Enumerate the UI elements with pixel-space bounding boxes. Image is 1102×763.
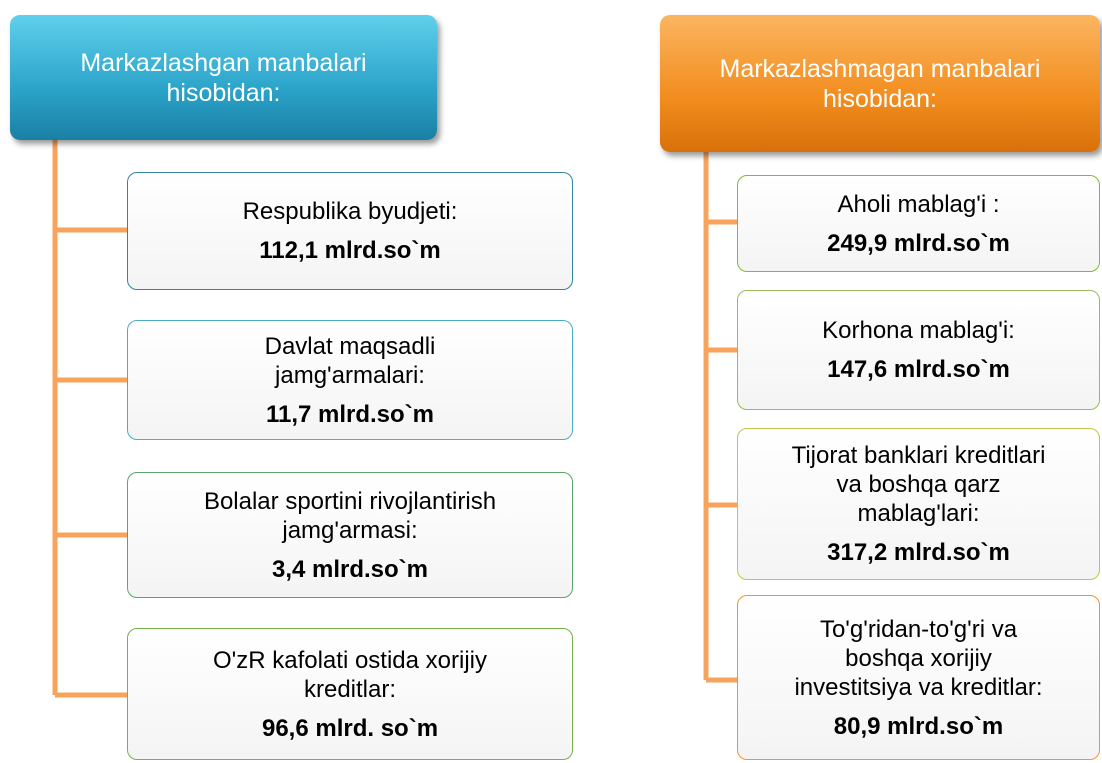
box-label: jamg'armalari:	[275, 361, 425, 389]
box-label: mablag'lari:	[857, 500, 980, 527]
source-box: O'zR kafolati ostida xorijiy kreditlar: 96…	[127, 628, 573, 760]
box-label: kreditlar:	[303, 675, 397, 703]
source-box: Aholi mablag'i : 249,9 mlrd.so`m	[737, 175, 1100, 272]
box-label: To'g'ridan-to'g'ri va	[819, 615, 1018, 643]
box-value: 3,4 mlrd.so`m	[271, 555, 429, 583]
box-value: 80,9 mlrd.so`m	[833, 712, 1004, 740]
source-box: Davlat maqsadli jamg'armalari: 11,7 mlrd.s…	[127, 320, 573, 440]
left-header: Markazlashgan manbalari hisobidan:	[10, 15, 437, 140]
box-value: 147,6 mlrd.so`m	[827, 356, 1010, 383]
box-label: va boshqa qarz	[836, 471, 1001, 498]
box-label: Tijorat banklari kreditlari	[791, 442, 1046, 469]
source-box: Korhona mablag'i: 147,6 mlrd.so`m	[737, 290, 1100, 410]
right-connector	[703, 152, 737, 683]
box-label: Korhona mablag'i:	[822, 317, 1015, 344]
box-label: O'zR kafolati ostida xorijiy	[212, 646, 487, 674]
box-label: Bolalar sportini rivojlantirish	[203, 487, 497, 515]
header-line: hisobidan:	[166, 78, 281, 107]
source-box: Bolalar sportini rivojlantirish jamg'arma…	[127, 472, 573, 598]
box-label: jamg'armasi:	[282, 516, 418, 544]
source-box: To'g'ridan-to'g'ri va boshqa xorijiy inves…	[737, 595, 1100, 760]
box-value: 249,9 mlrd.so`m	[827, 229, 1010, 257]
box-label: Respublika byudjeti:	[242, 198, 458, 225]
box-value: 96,6 mlrd. so`m	[261, 714, 439, 742]
source-box: Tijorat banklari kreditlari va boshqa qar…	[737, 428, 1100, 580]
box-label: boshqa xorijiy	[845, 644, 992, 672]
source-box: Respublika byudjeti: 112,1 mlrd.so`m	[127, 172, 573, 290]
right-header: Markazlashmagan manbalari hisobidan:	[660, 15, 1100, 152]
header-line: Markazlashgan manbalari	[80, 48, 367, 77]
header-line: hisobidan:	[823, 84, 937, 113]
box-value: 11,7 mlrd.so`m	[265, 400, 435, 428]
box-label: Davlat maqsadli	[264, 332, 436, 360]
box-label: Aholi mablag'i :	[837, 190, 1000, 218]
header-line: Markazlashmagan manbalari	[719, 54, 1041, 83]
box-value: 112,1 mlrd.so`m	[259, 237, 441, 264]
box-label: investitsiya va kreditlar:	[794, 673, 1043, 701]
box-value: 317,2 mlrd.so`m	[827, 539, 1010, 566]
left-connector	[52, 140, 127, 698]
